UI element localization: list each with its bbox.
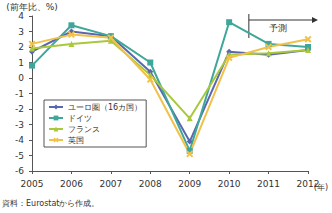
svg-text:資料：Eurostatから作成。: 資料：Eurostatから作成。: [2, 199, 99, 208]
svg-text:2: 2: [18, 42, 24, 52]
svg-text:英国: 英国: [68, 136, 84, 145]
svg-text:2011: 2011: [257, 179, 280, 189]
svg-text:-6: -6: [15, 166, 24, 176]
svg-text:2010: 2010: [218, 179, 241, 189]
svg-text:-4: -4: [15, 135, 24, 145]
svg-text:-5: -5: [15, 151, 24, 161]
svg-text:2008: 2008: [139, 179, 162, 189]
svg-text:-1: -1: [15, 89, 24, 99]
svg-text:予測: 予測: [269, 23, 287, 33]
svg-text:2005: 2005: [21, 179, 44, 189]
svg-text:(前年比、%): (前年比、%): [6, 2, 58, 12]
svg-text:2009: 2009: [178, 179, 201, 189]
svg-text:4: 4: [18, 11, 24, 21]
svg-text:フランス: フランス: [68, 125, 100, 134]
svg-text:1: 1: [18, 58, 24, 68]
svg-text:ドイツ: ドイツ: [68, 114, 92, 123]
svg-text:3: 3: [18, 27, 24, 37]
svg-text:-3: -3: [15, 120, 24, 130]
svg-text:2012: 2012: [297, 179, 320, 189]
svg-text:0: 0: [18, 73, 24, 83]
svg-text:-2: -2: [15, 104, 24, 114]
svg-text:2007: 2007: [99, 179, 122, 189]
svg-text:ユーロ圏（16カ国）: ユーロ圏（16カ国）: [68, 103, 142, 112]
svg-text:2006: 2006: [60, 179, 83, 189]
svg-text:(年): (年): [313, 182, 328, 192]
